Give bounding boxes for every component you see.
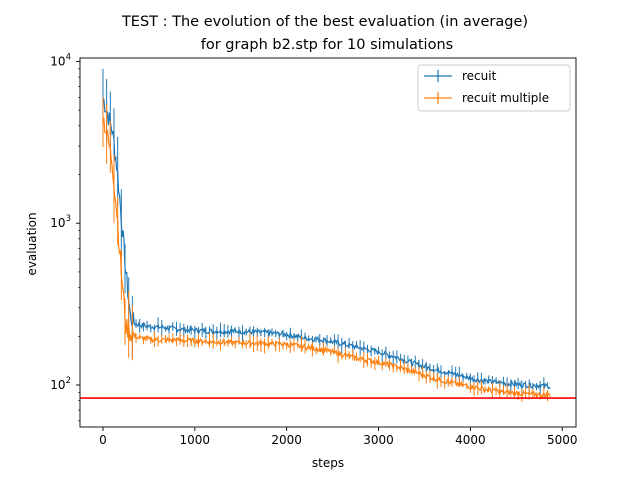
legend-item-recuit: recuit [424, 69, 497, 83]
x-tick-label: 0 [99, 433, 107, 447]
chart-title-line1: TEST : The evolution of the best evaluat… [121, 14, 528, 30]
plot-area [79, 57, 577, 428]
series-recuit-multiple [102, 97, 551, 402]
y-axis-label: evaluation [25, 212, 39, 275]
series-line-recuit [102, 97, 551, 390]
x-axis-label: steps [312, 456, 344, 470]
x-axis: 0 1000 2000 3000 4000 5000 [99, 427, 577, 447]
legend-item-recuit-multiple: recuit multiple [424, 91, 549, 105]
x-tick-label: 5000 [547, 433, 578, 447]
x-tick-label: 2000 [271, 433, 302, 447]
plot-frame [79, 57, 577, 428]
y-tick-label: 103 [50, 214, 71, 230]
series-line-recuit-multiple [102, 117, 551, 400]
chart-title-line2: for graph b2.stp for 10 simulations [201, 37, 453, 53]
legend: recuit recuit multiple [417, 64, 571, 112]
legend-label-recuit-multiple: recuit multiple [462, 91, 549, 105]
y-tick-label: 104 [50, 52, 71, 68]
series-group [102, 68, 551, 402]
x-tick-label: 3000 [363, 433, 394, 447]
legend-box [417, 64, 571, 112]
y-axis: 102 103 104 [50, 52, 80, 422]
x-tick-label: 4000 [455, 433, 486, 447]
y-tick-label: 102 [50, 376, 71, 392]
legend-label-recuit: recuit [462, 69, 497, 83]
x-tick-label: 1000 [180, 433, 211, 447]
